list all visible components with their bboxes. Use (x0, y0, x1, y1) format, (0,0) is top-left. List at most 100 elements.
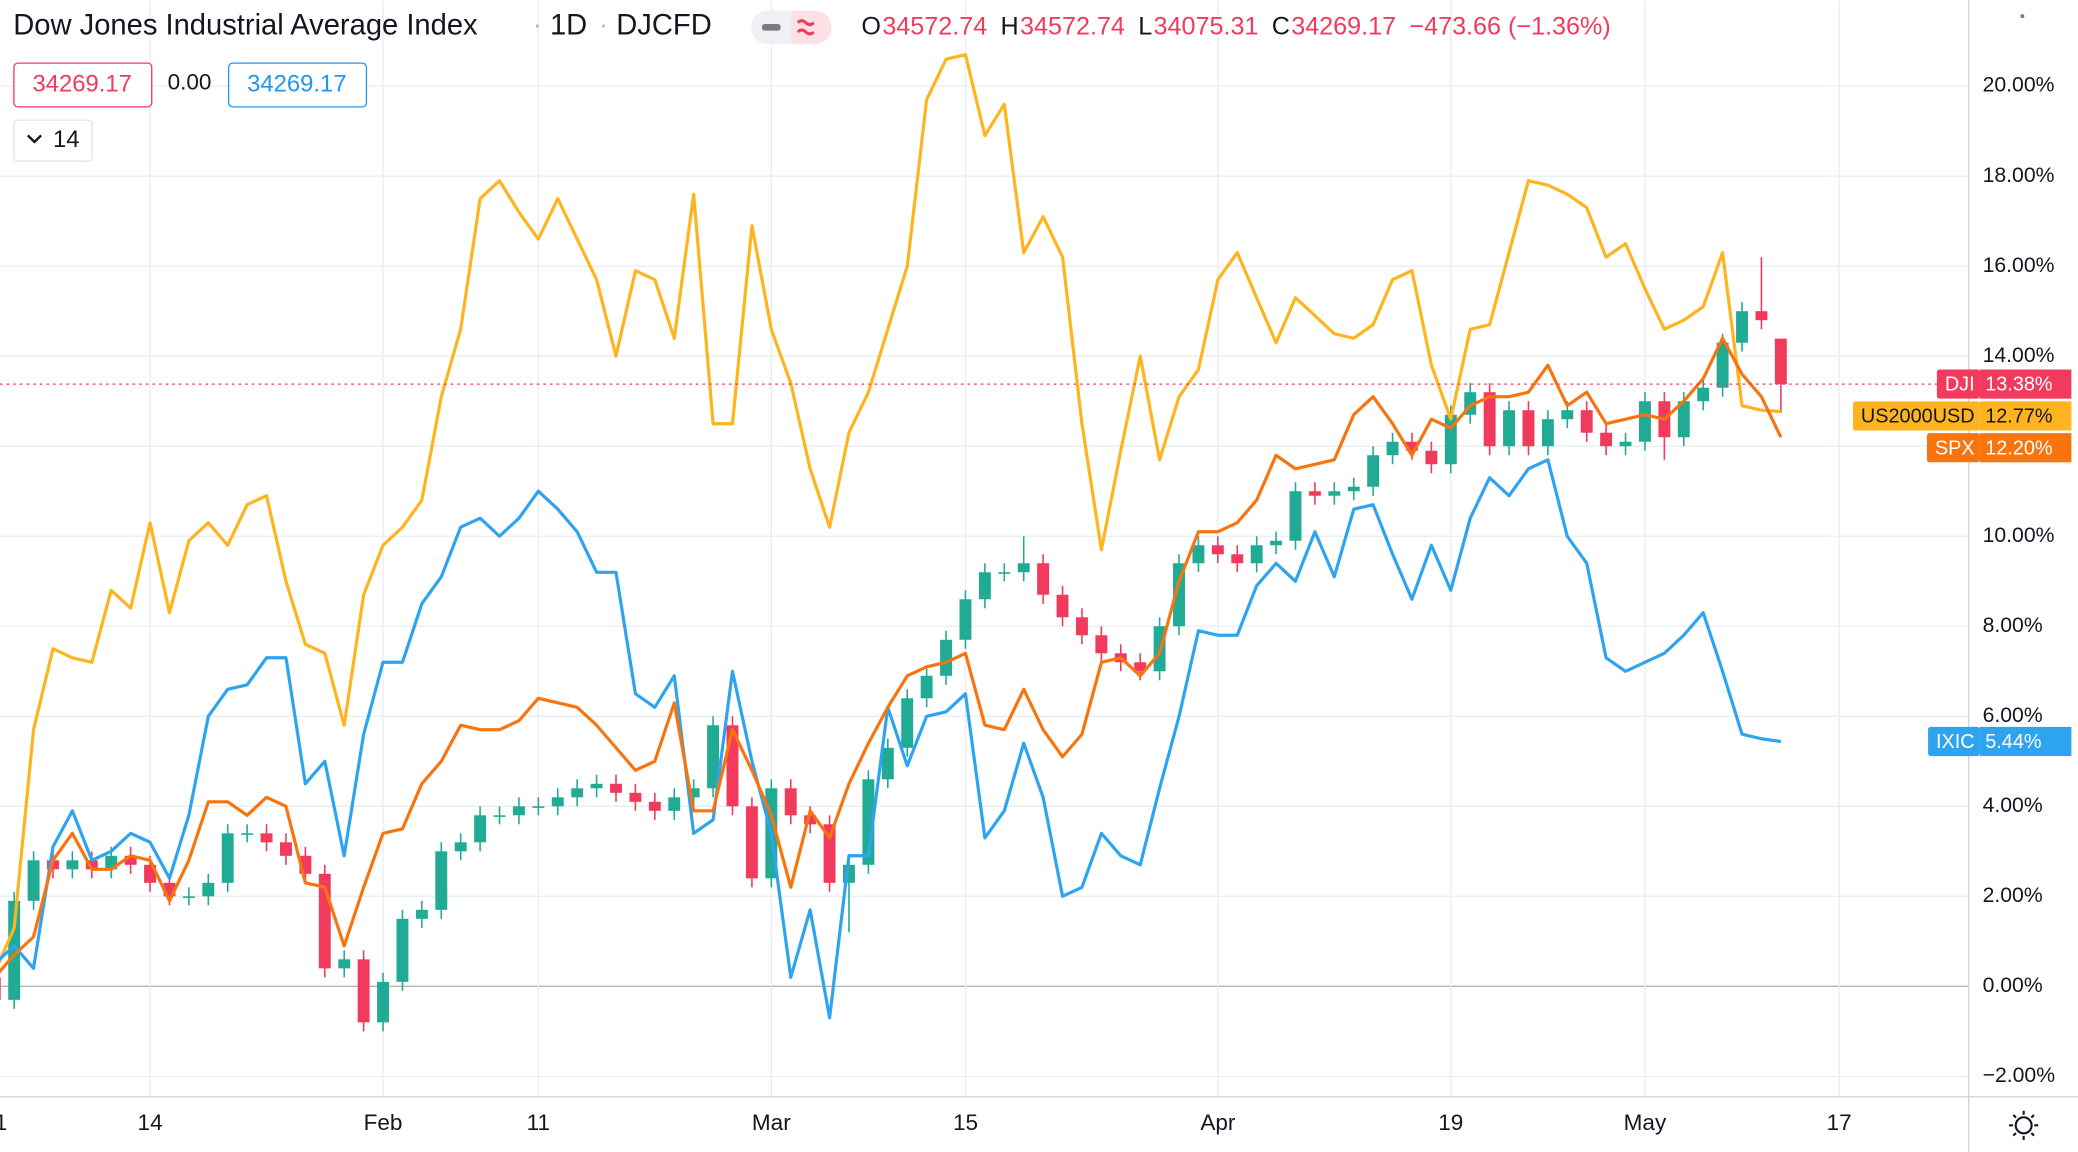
candle-body (1270, 540, 1283, 546)
tag-name-bg (1926, 433, 1980, 463)
candle-body (1444, 414, 1457, 465)
candle-body (241, 833, 254, 835)
candle-body (648, 801, 661, 811)
candle-body (454, 842, 467, 852)
x-tick-label: Apr (1200, 1110, 1236, 1135)
candle-body (163, 882, 176, 897)
candle-body (1289, 491, 1302, 541)
candle-body (27, 860, 40, 901)
y-tick-label: 20.00% (1983, 74, 2055, 97)
candle-body (1755, 311, 1768, 321)
x-tick-label: 14 (138, 1110, 163, 1135)
candle-body (1347, 486, 1360, 492)
candle-body (66, 860, 79, 870)
tag-value-bg (1979, 401, 2072, 431)
tag-value-bg (1979, 726, 2072, 757)
candle-body (1075, 617, 1088, 636)
tag-name-bg (1928, 726, 1980, 757)
tag-value: 13.38% (1985, 374, 2052, 396)
axis-layer: −2.00% 0.00% 2.00% 4.00% 6.00% 8.00% 10.00% 12.… (0, 74, 2072, 1135)
x-tick-label: Mar (752, 1110, 791, 1135)
price-box[interactable]: 34269.17 (227, 62, 368, 108)
candle-body (1522, 410, 1535, 447)
candle-body (1250, 545, 1263, 564)
candle-body (1774, 338, 1787, 385)
candle-body (1697, 387, 1710, 402)
series-tag: DJI 13.38% (1936, 369, 2072, 399)
x-tick-label: 19 (1438, 1110, 1463, 1135)
corner-dot (2020, 14, 2025, 19)
candle-body (881, 747, 894, 780)
series-tag: IXIC 5.44% (1928, 726, 2072, 757)
ohlc-value: 34269.17 (1291, 13, 1396, 41)
candle-body (1619, 441, 1632, 447)
series-line (0, 53, 1781, 965)
candle-body (280, 842, 292, 856)
ohlc-value: 34572.74 (882, 13, 987, 41)
ohlc-key: H (1001, 13, 1019, 41)
approx-icon (796, 19, 815, 36)
grid-layer (0, 0, 1969, 1097)
candle-body (124, 855, 137, 865)
indicator-length: 14 (53, 126, 80, 153)
candle-body (1095, 635, 1108, 654)
bid-box (13, 62, 153, 108)
x-tick-label: May (1624, 1110, 1667, 1135)
tag-name: SPX (1935, 437, 1975, 459)
ohlc-value: 34572.74 (1020, 13, 1125, 41)
candle-body (1231, 554, 1244, 564)
candle-body (1192, 545, 1205, 564)
toggle-box (13, 119, 93, 162)
candle-body (1541, 419, 1554, 447)
candle-body (1328, 491, 1341, 496)
candle-body (105, 855, 118, 870)
candle-body (1367, 455, 1380, 487)
series-line (0, 336, 1783, 974)
candle-body (687, 788, 700, 798)
candle-body (1503, 410, 1516, 447)
candle-body (784, 788, 797, 816)
candle-body (532, 806, 545, 808)
pill-right (791, 10, 832, 44)
change: −473.66 (−1.36%) (1409, 13, 1610, 41)
candle-body (0, 977, 1, 1000)
symbol: DJCFD (616, 9, 712, 41)
series-tag: US2000USD 12.77% (1852, 401, 2072, 431)
candle-body (1386, 441, 1399, 456)
settings-button[interactable] (2009, 1110, 2039, 1140)
spread: 0.00 (168, 70, 212, 95)
y-tick-label: 4.00% (1983, 794, 2043, 817)
x-tick-label: Feb (364, 1110, 403, 1135)
candle-body (1037, 563, 1050, 595)
candle-body (1056, 594, 1069, 618)
candle-body (221, 833, 234, 883)
y-tick-label: 8.00% (1983, 614, 2043, 637)
candle-body (804, 815, 817, 825)
candle-body (998, 572, 1011, 574)
candle-body (260, 833, 273, 843)
market-status-pill[interactable] (751, 10, 832, 44)
candle-body (1580, 410, 1593, 433)
price-box[interactable]: 34269.17 (13, 62, 153, 108)
tag-value: 12.20% (1985, 437, 2052, 459)
candle-body (823, 824, 836, 883)
settings-rays (2009, 1110, 2039, 1140)
candle-body (1425, 450, 1438, 465)
x-tick-label: 21 (0, 1110, 7, 1135)
candle-body (1173, 563, 1185, 627)
y-tick-label: 2.00% (1983, 884, 2043, 907)
candle-body (512, 806, 525, 816)
ohlc-row: O 34572.74 H 34572.74 L 34075.31 C 34269.17 −473… (861, 13, 1610, 41)
x-tick-label: 11 (527, 1110, 550, 1135)
candle-body (1017, 563, 1030, 573)
x-tick-label: 17 (1827, 1110, 1852, 1135)
tag-name-bg (1936, 369, 1980, 399)
indicator-toggle[interactable]: 14 (13, 119, 93, 162)
y-tick-label: 6.00% (1983, 704, 2043, 727)
candle-body (396, 918, 409, 982)
y-tick-label: 10.00% (1983, 524, 2055, 547)
candle-body (1134, 662, 1147, 672)
ask-box (227, 62, 368, 108)
